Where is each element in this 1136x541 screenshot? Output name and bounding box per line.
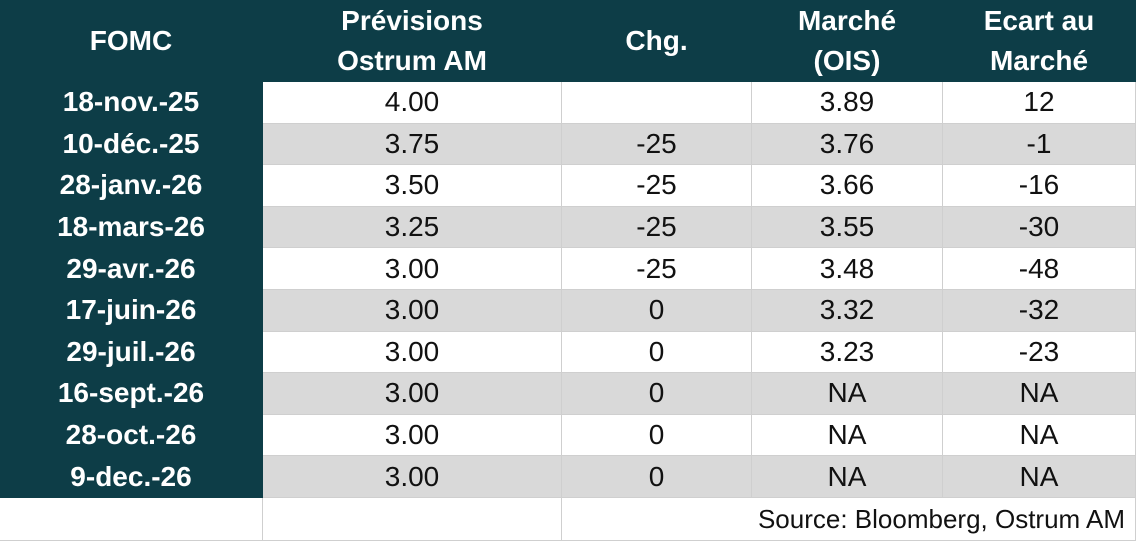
value-cell: 3.00 xyxy=(263,331,562,374)
value-cell: 3.50 xyxy=(263,165,562,207)
date-cell: 28-janv.-26 xyxy=(0,165,263,207)
header-text: FOMC xyxy=(89,24,173,56)
header-text: (OIS) xyxy=(813,44,881,76)
date-cell: 28-oct.-26 xyxy=(0,414,263,457)
value-cell: -32 xyxy=(943,290,1136,332)
value-cell: NA xyxy=(943,414,1136,457)
value-cell: NA xyxy=(752,456,943,498)
value-cell: NA xyxy=(943,456,1136,498)
value-cell: 3.48 xyxy=(752,248,943,290)
value-cell xyxy=(562,82,752,124)
value-cell: 3.00 xyxy=(263,248,562,290)
empty-cell xyxy=(263,498,562,541)
date-cell: 17-juin-26 xyxy=(0,290,263,332)
date-cell: 18-mars-26 xyxy=(0,206,263,249)
date-cell: 29-avr.-26 xyxy=(0,248,263,290)
value-cell: 12 xyxy=(943,82,1136,124)
value-cell: 4.00 xyxy=(263,82,562,124)
value-cell: 3.23 xyxy=(752,331,943,374)
value-cell: 0 xyxy=(562,290,752,332)
empty-cell xyxy=(0,498,263,541)
date-cell: 9-dec.-26 xyxy=(0,456,263,498)
header-text: Ecart au xyxy=(983,4,1095,36)
header-text: Prévisions xyxy=(341,4,483,36)
header-cell: Marché (OIS) xyxy=(752,0,943,82)
header-text: Ostrum AM xyxy=(337,44,487,76)
value-cell: NA xyxy=(943,373,1136,415)
value-cell: 3.55 xyxy=(752,206,943,249)
value-cell: -23 xyxy=(943,331,1136,374)
value-cell: -30 xyxy=(943,206,1136,249)
source-note: Source: Bloomberg, Ostrum AM xyxy=(562,498,1136,541)
date-cell: 18-nov.-25 xyxy=(0,82,263,124)
value-cell: 0 xyxy=(562,456,752,498)
value-cell: 3.76 xyxy=(752,123,943,166)
value-cell: 0 xyxy=(562,373,752,415)
value-cell: 3.00 xyxy=(263,414,562,457)
header-cell: Chg. xyxy=(562,0,752,82)
value-cell: 3.32 xyxy=(752,290,943,332)
value-cell: NA xyxy=(752,373,943,415)
value-cell: 3.00 xyxy=(263,290,562,332)
value-cell: 3.75 xyxy=(263,123,562,166)
value-cell: -25 xyxy=(562,248,752,290)
header-cell: FOMC xyxy=(0,0,263,82)
value-cell: 3.66 xyxy=(752,165,943,207)
header-text: Marché xyxy=(989,44,1089,76)
value-cell: 3.00 xyxy=(263,456,562,498)
header-text: Chg. xyxy=(625,24,688,56)
value-cell: 3.89 xyxy=(752,82,943,124)
value-cell: -25 xyxy=(562,206,752,249)
date-cell: 10-déc.-25 xyxy=(0,123,263,166)
date-cell: 29-juil.-26 xyxy=(0,331,263,374)
header-cell: Prévisions Ostrum AM xyxy=(263,0,562,82)
date-cell: 16-sept.-26 xyxy=(0,373,263,415)
value-cell: -25 xyxy=(562,123,752,166)
value-cell: NA xyxy=(752,414,943,457)
header-text: Marché xyxy=(797,4,897,36)
value-cell: 0 xyxy=(562,331,752,374)
value-cell: 0 xyxy=(562,414,752,457)
value-cell: -25 xyxy=(562,165,752,207)
value-cell: 3.00 xyxy=(263,373,562,415)
value-cell: -48 xyxy=(943,248,1136,290)
value-cell: 3.25 xyxy=(263,206,562,249)
header-cell: Ecart au Marché xyxy=(943,0,1136,82)
value-cell: -1 xyxy=(943,123,1136,166)
value-cell: -16 xyxy=(943,165,1136,207)
